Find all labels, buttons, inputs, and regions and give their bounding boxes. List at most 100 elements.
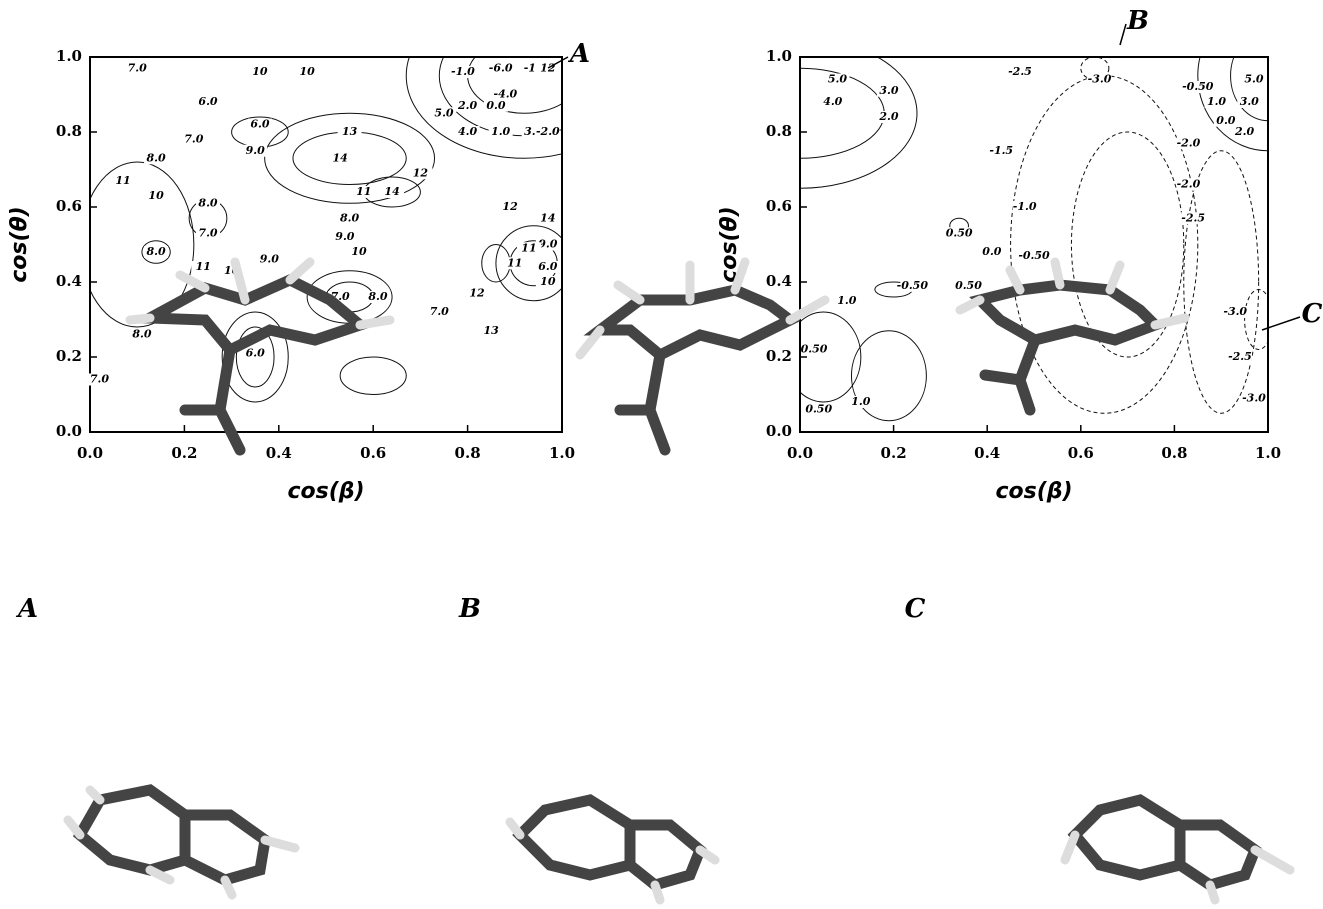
contour-label: 9.0: [246, 144, 265, 157]
y-tick-label: 1.0: [766, 47, 792, 65]
contour-label: -2.0: [1177, 178, 1201, 191]
y-tick-label: 0.6: [766, 197, 792, 215]
contour-label: 0.0: [1216, 114, 1235, 127]
contour-label: 10: [540, 275, 556, 288]
y-axis-label: cos(θ): [7, 206, 32, 282]
x-tick-label: 1.0: [549, 444, 575, 462]
contour-label: 11: [521, 241, 536, 254]
contour-label: 6.0: [246, 346, 265, 359]
contour-label: 5.0: [434, 106, 453, 119]
x-tick-label: 0.4: [974, 444, 1000, 462]
contour-label: -2.0: [536, 125, 560, 138]
y-tick-label: 0.8: [56, 122, 82, 140]
y-tick-label: 1.0: [56, 47, 82, 65]
contour-label: 14: [540, 211, 555, 224]
contour-label: -1.0: [451, 65, 475, 78]
contour-label: 7.0: [198, 226, 217, 239]
contour-label: 5.0: [828, 73, 847, 86]
contour-label: 0.50: [801, 343, 828, 356]
contour-label: 9.0: [538, 238, 557, 251]
x-tick-label: 0.2: [171, 444, 197, 462]
contour-label: 11: [115, 174, 130, 187]
x-tick-label: 0.4: [266, 444, 292, 462]
plots: 0.0 0.2 0.4 0.6 0.8 1.0 0.0 0.2 0.4 0.6 0.8 1.0 cos(…: [7, 0, 1323, 504]
contour-label: 8.0: [147, 245, 166, 258]
y-tick-label: 0.2: [766, 347, 792, 365]
contour-label: 8.0: [198, 196, 217, 209]
contour-label: 9.0: [335, 230, 354, 243]
contour-label: -0.50: [897, 279, 929, 292]
contour-label: 4.0: [823, 95, 842, 108]
x-tick-label: 0.0: [787, 444, 813, 462]
y-tick-label: 0.8: [766, 122, 792, 140]
contour-label: 2.0: [878, 110, 898, 123]
contour-label: 11: [356, 185, 371, 198]
contour-label: 7.0: [430, 305, 449, 318]
contour-label: 4.0: [458, 125, 477, 138]
contour-label: 5.0: [1244, 73, 1263, 86]
contour-label: 2.0: [457, 99, 477, 112]
contour-label: 8.0: [147, 151, 166, 164]
contour-label: -3.0: [1088, 73, 1112, 86]
contour-label: 8.0: [132, 328, 151, 341]
contour-label: 0.50: [946, 226, 973, 239]
contour-label: -4.0: [494, 88, 518, 101]
contour-label: 12: [413, 166, 429, 179]
contour-label: -2.5: [1228, 350, 1252, 363]
x-axis-label: cos(β): [995, 479, 1072, 504]
y-tick-label: 0.4: [56, 272, 82, 290]
y-tick-label: 0.0: [766, 422, 792, 440]
x-tick-label: 0.0: [77, 444, 103, 462]
contour-label: 0.50: [955, 279, 982, 292]
annotation: B: [1126, 6, 1149, 36]
contour-label: -1.0: [1013, 200, 1037, 213]
contour-label: -0.50: [1018, 249, 1050, 262]
contour-label: 10: [299, 65, 315, 78]
x-tick-label: 0.6: [360, 444, 386, 462]
contour-label: 10: [351, 245, 367, 258]
annotation: C: [1302, 299, 1323, 329]
contour-label: 7.0: [128, 61, 147, 74]
x-tick-label: 0.2: [881, 444, 907, 462]
contour-label: -6.0: [489, 61, 513, 74]
contour-label: 10: [252, 65, 268, 78]
figure: 0.0 0.2 0.4 0.6 0.8 1.0 0.0 0.2 0.4 0.6 0.8 1.0 cos(…: [0, 0, 1323, 909]
x-tick-label: 0.8: [455, 444, 481, 462]
contour-label: 11: [196, 260, 211, 273]
contour-label: 0.50: [805, 403, 832, 416]
contour-label: 8.0: [340, 211, 359, 224]
annotation: A: [567, 39, 590, 69]
contour-label: -2.5: [1008, 65, 1032, 78]
contour-label: -2.0: [1177, 136, 1201, 149]
contour-label: 1.0: [837, 294, 856, 307]
contour-label: 13: [342, 125, 358, 138]
molecule-label: B: [458, 594, 481, 624]
contour-label: -3.0: [1223, 305, 1247, 318]
contour-label: 10: [148, 189, 164, 202]
y-tick-label: 0.2: [56, 347, 82, 365]
contour-label: 3.0: [879, 84, 898, 97]
contour-label: 6.0: [198, 95, 217, 108]
contour-label: -0.50: [1182, 80, 1214, 93]
contour-line: [1011, 76, 1198, 414]
contour-label: -2.5: [1181, 211, 1205, 224]
contour-label: 1.0: [1207, 95, 1226, 108]
y-tick-label: 0.4: [766, 272, 792, 290]
molecule-a: [68, 262, 390, 895]
x-axis-label: cos(β): [287, 479, 364, 504]
contour-label: 0.0: [486, 99, 505, 112]
contour-label: 13: [484, 324, 500, 337]
contour-label: -3.0: [1242, 391, 1266, 404]
y-tick-label: 0.0: [56, 422, 82, 440]
contour-label: 1.0: [851, 395, 870, 408]
contour-label: 0.0: [982, 245, 1001, 258]
contour-label: -1.5: [989, 144, 1013, 157]
molecule-label: A: [15, 594, 38, 624]
contour-label: 11: [507, 256, 522, 269]
contour-label: 7.0: [184, 133, 203, 146]
molecule-label: C: [905, 594, 926, 624]
x-tick-label: 0.8: [1161, 444, 1187, 462]
annotation-arrow: [1120, 24, 1126, 45]
contour-label: 14: [384, 185, 399, 198]
contour-label: 1.0: [491, 125, 510, 138]
